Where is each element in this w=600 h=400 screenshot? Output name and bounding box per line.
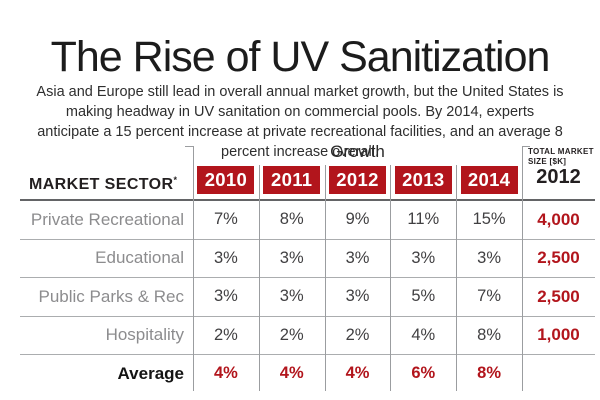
year-header-row: 2010 2011 2012 2013 2014 bbox=[193, 166, 522, 194]
market-size-cell: 2,500 bbox=[537, 248, 580, 268]
growth-cell: 6% bbox=[411, 364, 436, 383]
table-row-educational: Educational 3% 3% 3% 3% 3% 2,500 bbox=[20, 240, 595, 278]
growth-cell: 9% bbox=[345, 210, 370, 229]
year-header-cell: 2010 bbox=[193, 166, 259, 194]
sector-label: Hospitality bbox=[105, 325, 184, 345]
sector-label: Private Recreational bbox=[30, 209, 184, 229]
column-header-total-market-size: TOTAL MARKET SIZE [$K] bbox=[528, 147, 598, 166]
growth-cell: 3% bbox=[279, 287, 304, 306]
year-header-cell: 2011 bbox=[259, 166, 325, 194]
year-header-cell: 2013 bbox=[390, 166, 456, 194]
growth-cell: 7% bbox=[213, 210, 238, 229]
total-market-size-line1: TOTAL MARKET bbox=[528, 147, 594, 156]
growth-cell: 4% bbox=[279, 364, 304, 383]
table-body: Private Recreational 7% 8% 9% 11% 15% 4,… bbox=[20, 199, 595, 393]
growth-cell: 4% bbox=[213, 364, 238, 383]
column-divider bbox=[325, 165, 326, 391]
growth-cell: 2% bbox=[213, 325, 238, 344]
market-growth-table: MARKET SECTOR* Growth 2010 2011 2012 201… bbox=[20, 142, 598, 393]
growth-cell: 11% bbox=[407, 210, 440, 229]
growth-cell: 8% bbox=[279, 210, 304, 229]
intro-paragraph: Asia and Europe still lead in overall an… bbox=[36, 83, 564, 160]
sector-label: Average bbox=[117, 363, 184, 383]
growth-cell: 3% bbox=[213, 287, 238, 306]
growth-cell: 3% bbox=[477, 248, 502, 267]
growth-cell: 5% bbox=[411, 287, 436, 306]
market-sector-label: MARKET SECTOR bbox=[29, 176, 174, 193]
table-row-public-parks-rec: Public Parks & Rec 3% 3% 3% 5% 7% 2,500 bbox=[20, 278, 595, 317]
growth-cell: 3% bbox=[345, 248, 370, 267]
column-header-market-sector: MARKET SECTOR* bbox=[29, 175, 177, 194]
year-header-2013: 2013 bbox=[394, 166, 452, 194]
column-divider bbox=[193, 146, 194, 391]
growth-cell: 15% bbox=[472, 210, 506, 229]
market-size-cell: 2,500 bbox=[537, 286, 580, 306]
column-divider bbox=[390, 165, 391, 391]
growth-cell: 2% bbox=[345, 325, 370, 344]
total-market-size-year: 2012 bbox=[536, 166, 581, 188]
year-header-2010: 2010 bbox=[197, 166, 255, 194]
growth-cell: 4% bbox=[345, 364, 370, 383]
year-header-2012: 2012 bbox=[328, 166, 386, 194]
market-size-cell: 1,000 bbox=[537, 325, 580, 345]
table-row-hospitality: Hospitality 2% 2% 2% 4% 8% 1,000 bbox=[20, 317, 595, 355]
year-header-cell: 2014 bbox=[456, 166, 522, 194]
growth-cell: 7% bbox=[477, 287, 502, 306]
growth-cell: 3% bbox=[345, 287, 370, 306]
sector-label: Public Parks & Rec bbox=[38, 286, 185, 306]
total-market-size-line2: SIZE [$K] bbox=[528, 156, 567, 166]
year-header-2014: 2014 bbox=[460, 166, 518, 194]
column-divider bbox=[522, 146, 523, 391]
column-divider bbox=[259, 165, 260, 391]
table-row-private-recreational: Private Recreational 7% 8% 9% 11% 15% 4,… bbox=[20, 201, 595, 240]
bracket-tick-right bbox=[522, 146, 530, 147]
market-size-cell: 4,000 bbox=[537, 209, 580, 229]
growth-cell: 3% bbox=[213, 248, 238, 267]
sector-label: Educational bbox=[95, 248, 184, 268]
page-title: The Rise of UV Sanitization bbox=[50, 32, 551, 81]
bracket-tick-left bbox=[185, 146, 193, 147]
column-group-header-growth: Growth bbox=[330, 142, 385, 161]
footnote-asterisk: * bbox=[173, 175, 178, 185]
table-row-average: Average 4% 4% 4% 6% 8% bbox=[20, 355, 595, 393]
year-header-cell: 2012 bbox=[325, 166, 391, 194]
column-divider bbox=[456, 165, 457, 391]
growth-cell: 3% bbox=[279, 248, 304, 267]
growth-cell: 8% bbox=[477, 325, 502, 344]
growth-cell: 8% bbox=[477, 364, 502, 383]
year-header-2011: 2011 bbox=[263, 166, 321, 194]
growth-cell: 3% bbox=[411, 248, 436, 267]
growth-cell: 4% bbox=[411, 325, 436, 344]
growth-cell: 2% bbox=[279, 325, 304, 344]
